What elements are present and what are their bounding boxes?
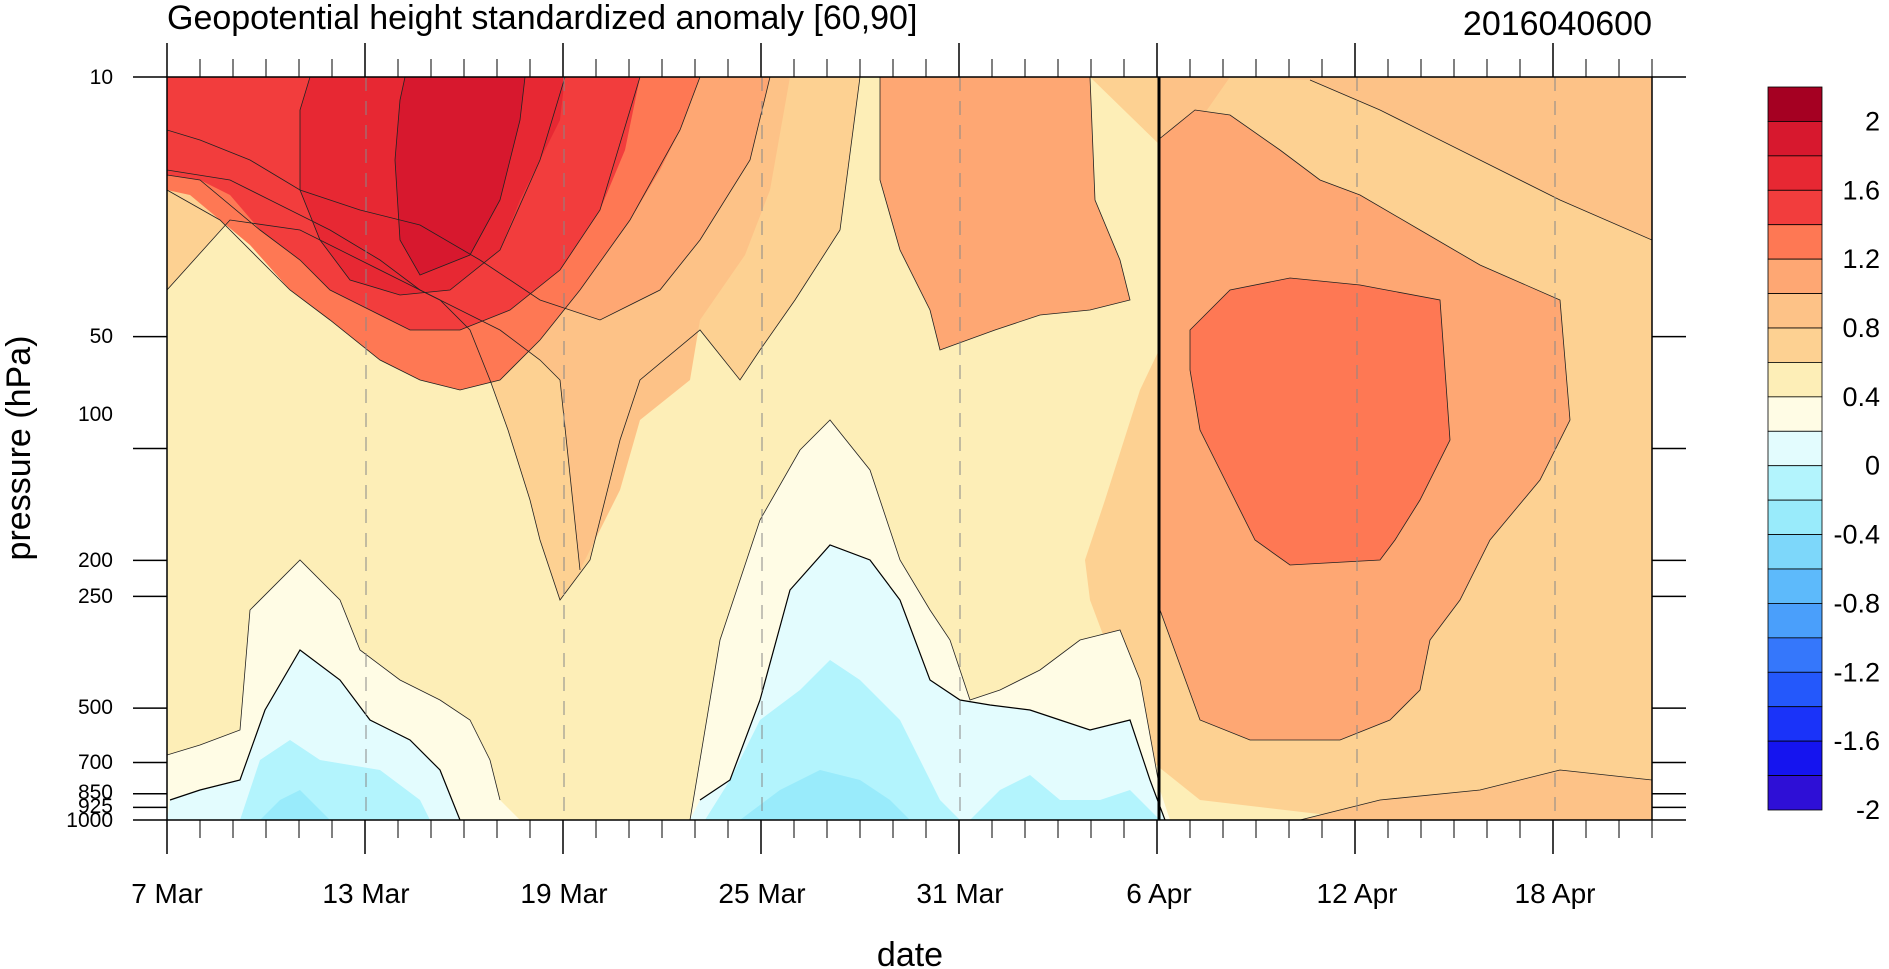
x-tick-labels: 7 Mar 13 Mar 19 Mar 25 Mar 31 Mar 6 Apr … [131,878,1595,909]
x-tick-label: 7 Mar [131,878,203,909]
colorbar-label: 1.2 [1842,244,1880,274]
x-minor-ticks [199,59,1653,838]
colorbar-label: -1.2 [1833,657,1880,687]
x-tick-label: 25 Mar [718,878,805,909]
colorbar-swatch [1767,258,1823,294]
colorbar-swatch [1767,86,1823,122]
colorbar-swatch [1767,430,1823,467]
colorbar-label: -0.8 [1833,588,1880,618]
colorbar-swatch [1767,775,1823,811]
colorbar-label: 1.6 [1842,175,1880,205]
band-0-8-mid [880,77,1130,350]
y-tick-label: 500 [78,696,113,719]
colorbar-label: 0.8 [1842,313,1880,343]
x-axis-label: date [877,936,943,969]
colorbar-swatch [1767,155,1823,191]
date-code: 2016040600 [1463,5,1652,43]
y-tick-label: 250 [78,585,113,608]
x-tick-label: 6 Apr [1126,878,1191,909]
colorbar-swatch [1767,499,1823,535]
colorbar-swatch [1767,568,1823,604]
colorbar-swatch [1767,189,1823,226]
colorbar-swatch [1767,121,1823,157]
y-axis-label: pressure (hPa) [0,336,38,561]
contour-field [167,77,1652,820]
band-neg-5 [970,775,1160,820]
colorbar-label: -2 [1856,795,1880,825]
colorbar-swatch [1767,224,1823,260]
colorbar-label: 0.4 [1842,382,1880,412]
colorbar-label: 2 [1865,106,1880,136]
y-tick-label: 100 [78,403,113,426]
y-tick-labels: 10 50 100 200 250 500 700 850 925 1000 [66,66,113,832]
colorbar-swatch [1767,637,1823,673]
colorbar-swatch [1767,534,1823,570]
band-neg-4 [705,660,960,820]
y-tick-label: 850 [78,781,113,804]
band-0-6-right [1158,77,1652,820]
x-tick-label: 31 Mar [916,878,1003,909]
band-neg-6 [260,790,330,820]
y-tick-label: 925 [78,795,113,818]
colorbar-label: 0 [1865,451,1880,481]
colorbar-swatch [1767,465,1823,501]
x-tick-label: 12 Apr [1317,878,1398,909]
colorbar-swatch [1767,293,1823,329]
y-tick-label: 700 [78,751,113,774]
x-major-ticks [166,43,1554,854]
band-neg-7 [740,770,910,820]
date-gridlines [365,77,1556,820]
colorbar-swatch [1767,327,1823,363]
colorbar-label: -0.4 [1833,520,1880,550]
x-tick-label: 18 Apr [1515,878,1596,909]
chart-title: Geopotential height standardized anomaly… [167,0,917,37]
y-ticks [133,76,1686,821]
x-tick-label: 19 Mar [520,878,607,909]
x-tick-label: 13 Mar [322,878,409,909]
colorbar-label: -1.6 [1833,726,1880,756]
colorbar-swatch [1767,396,1823,432]
band-1-0-right [1190,278,1450,565]
y-tick-label: 200 [78,549,113,572]
colorbar-swatch [1767,671,1823,708]
band-1-6 [395,77,525,275]
y-tick-label: 10 [90,66,113,89]
y-tick-label: 50 [90,325,113,348]
colorbar-swatch [1767,740,1823,776]
colorbar-swatch [1767,362,1823,398]
contour-lines [167,77,1652,820]
y-tick-label: 1000 [66,809,113,832]
colorbar: 2 1.6 1.2 0.8 0.4 0 -0.4 -0.8 -1.2 -1.6 -2 [1767,86,1880,825]
colorbar-swatch [1767,706,1823,742]
colorbar-swatch [1767,603,1823,639]
